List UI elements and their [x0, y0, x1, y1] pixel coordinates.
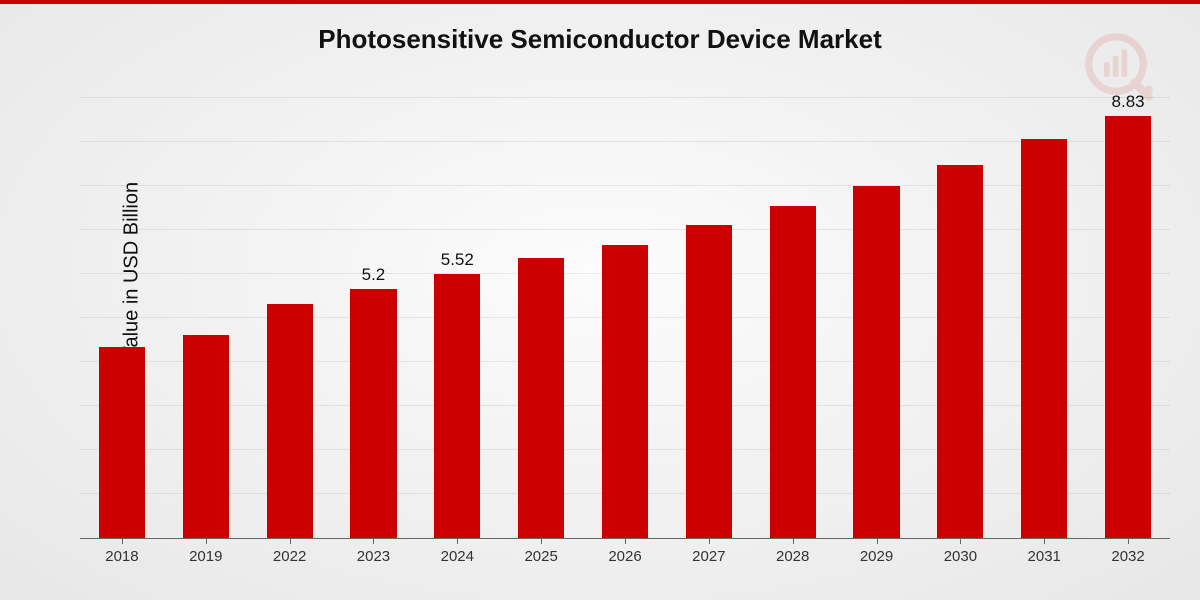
bar-slot: 5.2 — [350, 265, 396, 538]
plot-area: 2018201920225.220235.5220242025202620272… — [80, 99, 1170, 539]
bar — [770, 206, 816, 538]
bar — [99, 347, 145, 538]
bar — [267, 304, 313, 538]
bar — [183, 335, 229, 538]
x-tick — [457, 538, 458, 544]
bar-slot: 5.52 — [434, 250, 480, 538]
x-axis-label: 2030 — [944, 548, 977, 565]
x-tick — [877, 538, 878, 544]
gridline — [80, 97, 1170, 98]
bar-slot — [1021, 115, 1067, 538]
x-tick — [541, 538, 542, 544]
x-axis-label: 2018 — [105, 548, 138, 565]
x-tick — [206, 538, 207, 544]
x-tick — [793, 538, 794, 544]
bar-value-label: 8.83 — [1112, 92, 1145, 112]
x-tick — [709, 538, 710, 544]
bar-slot — [99, 323, 145, 538]
x-axis-label: 2029 — [860, 548, 893, 565]
bar — [853, 186, 899, 538]
bar-slot — [770, 182, 816, 538]
bar-value-label: 5.52 — [441, 250, 474, 270]
x-axis-label: 2026 — [608, 548, 641, 565]
x-axis-label: 2022 — [273, 548, 306, 565]
chart-canvas: Photosensitive Semiconductor Device Mark… — [0, 0, 1200, 600]
bar — [1021, 139, 1067, 538]
x-tick — [1044, 538, 1045, 544]
bar — [686, 225, 732, 538]
x-tick — [290, 538, 291, 544]
x-axis-label: 2031 — [1028, 548, 1061, 565]
x-tick — [960, 538, 961, 544]
bar-value-label: 5.2 — [362, 265, 386, 285]
bar — [518, 258, 564, 538]
bar-slot — [183, 311, 229, 538]
x-axis-label: 2019 — [189, 548, 222, 565]
x-axis-label: 2024 — [441, 548, 474, 565]
bar-slot — [602, 221, 648, 538]
bar — [350, 289, 396, 538]
chart-title: Photosensitive Semiconductor Device Mark… — [0, 24, 1200, 55]
x-axis-label: 2032 — [1111, 548, 1144, 565]
bar — [434, 274, 480, 538]
bar — [937, 165, 983, 538]
gridline — [80, 141, 1170, 142]
bar-slot — [853, 162, 899, 538]
x-tick — [373, 538, 374, 544]
x-axis-label: 2027 — [692, 548, 725, 565]
bar-slot: 8.83 — [1105, 92, 1151, 538]
bar-slot — [937, 141, 983, 538]
x-axis-label: 2023 — [357, 548, 390, 565]
x-tick — [122, 538, 123, 544]
x-tick — [625, 538, 626, 544]
bar — [602, 245, 648, 538]
x-tick — [1128, 538, 1129, 544]
bar — [1105, 116, 1151, 538]
x-axis-label: 2025 — [524, 548, 557, 565]
bar-slot — [267, 280, 313, 538]
bar-slot — [686, 201, 732, 538]
x-axis-label: 2028 — [776, 548, 809, 565]
bar-slot — [518, 234, 564, 538]
gridline — [80, 185, 1170, 186]
